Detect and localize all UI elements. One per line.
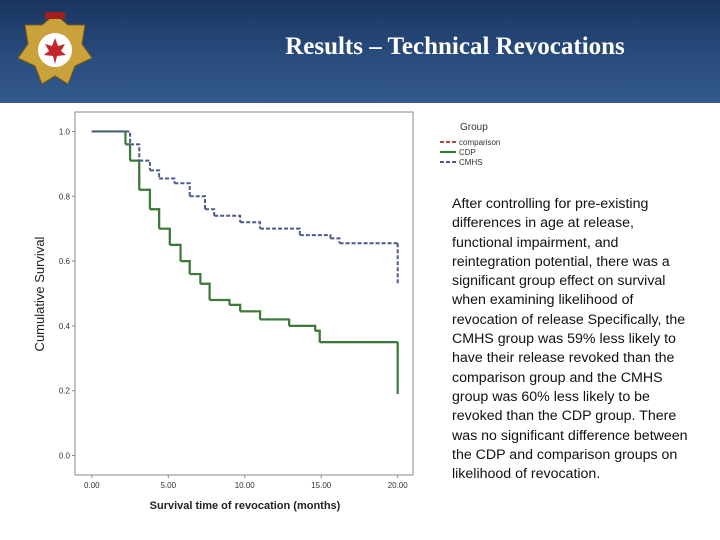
y-tick-label: 0.4	[59, 322, 71, 331]
step-segment	[159, 227, 171, 245]
x-tick-label: 20.00	[388, 481, 409, 490]
step-segment	[189, 195, 206, 210]
step-segment	[299, 234, 332, 239]
y-tick-label: 0.6	[59, 257, 71, 266]
y-tick-label: 0.0	[59, 452, 71, 461]
step-segment	[149, 208, 161, 229]
step-segment	[330, 237, 341, 244]
step-segment	[205, 208, 216, 216]
x-tick-label: 5.00	[161, 481, 177, 490]
step-segment	[130, 143, 141, 161]
step-segment	[240, 221, 262, 229]
x-tick-label: 10.00	[235, 481, 256, 490]
legend-title: Group	[460, 122, 488, 133]
x-axis-label: Survival time of revocation (months)	[150, 500, 341, 512]
step-segment	[229, 303, 242, 312]
legend-label: CMHS	[459, 158, 483, 167]
x-tick-label: 15.00	[311, 481, 332, 490]
chart-panel	[20, 104, 440, 532]
y-tick-label: 0.2	[59, 387, 71, 396]
header-band	[0, 0, 720, 103]
step-segment	[200, 282, 211, 300]
step-segment	[289, 324, 317, 331]
legend-label: comparison	[459, 138, 500, 147]
y-tick-label: 0.8	[59, 192, 71, 201]
y-tick-label: 1.0	[59, 127, 71, 136]
slide-title: Results – Technical Revocations	[285, 33, 625, 60]
step-segment	[189, 272, 202, 284]
plot-frame	[74, 111, 414, 476]
step-segment	[214, 214, 242, 223]
step-segment	[119, 130, 132, 145]
step-segment	[139, 159, 151, 171]
x-tick-label: 0.00	[84, 481, 100, 490]
step-segment	[174, 182, 191, 197]
step-segment	[260, 227, 301, 236]
step-segment	[159, 177, 176, 184]
step-segment	[240, 310, 262, 320]
legend-label: CDP	[459, 148, 476, 157]
y-axis-label: Cumulative Survival	[32, 236, 47, 351]
logo	[17, 12, 93, 85]
step-segment	[149, 169, 161, 179]
step-segment	[209, 298, 231, 305]
body-text: After controlling for pre-existing diffe…	[452, 196, 688, 483]
step-segment	[315, 329, 321, 343]
step-segment	[260, 318, 291, 326]
step-segment	[169, 243, 182, 262]
step-segment	[139, 188, 152, 210]
step-segment	[180, 259, 191, 275]
